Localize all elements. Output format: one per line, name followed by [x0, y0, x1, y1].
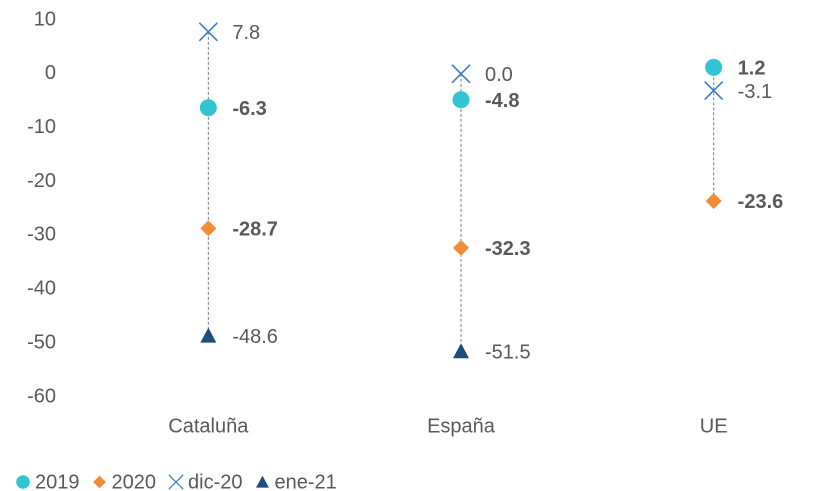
- y-tick-label: -30: [27, 224, 56, 246]
- data-label: -48.6: [232, 326, 278, 348]
- y-tick-label: 0: [45, 62, 56, 84]
- marker-diamond: [453, 239, 469, 256]
- y-tick-label: -50: [27, 331, 56, 353]
- marker-circle: [199, 99, 217, 117]
- x-tick-label: Cataluña: [168, 415, 249, 437]
- data-label: 1.2: [738, 58, 766, 80]
- y-tick-label: -60: [27, 385, 56, 407]
- x-tick-label: UE: [700, 415, 728, 437]
- data-label: 0.0: [485, 64, 513, 86]
- data-label: -51.5: [485, 342, 531, 364]
- legend-marker: [256, 475, 269, 488]
- legend-marker: [93, 475, 106, 489]
- data-label: 7.8: [232, 22, 260, 44]
- y-tick-label: 10: [34, 8, 56, 30]
- marker-triangle: [453, 343, 469, 359]
- data-label: -4.8: [485, 90, 519, 112]
- legend-marker: [168, 474, 184, 490]
- marker-x: [704, 80, 724, 101]
- marker-diamond: [200, 220, 217, 237]
- data-label: -23.6: [738, 191, 784, 213]
- marker-x: [451, 64, 471, 84]
- marker-x: [198, 22, 218, 42]
- data-label: -28.7: [232, 219, 278, 241]
- data-label: -3.1: [738, 81, 772, 103]
- legend-marker: [16, 475, 30, 489]
- legend-label: 2020: [112, 471, 157, 491]
- marker-triangle: [200, 327, 217, 343]
- marker-circle: [705, 58, 723, 76]
- legend-label: 2019: [35, 471, 80, 491]
- marker-circle: [452, 91, 470, 109]
- y-tick-label: -10: [27, 116, 56, 138]
- data-label: -32.3: [485, 238, 531, 260]
- x-tick-label: España: [427, 415, 496, 437]
- marker-diamond: [705, 192, 722, 209]
- legend-label: ene-21: [274, 471, 336, 491]
- y-tick-label: -20: [27, 170, 56, 192]
- legend-label: dic-20: [188, 471, 242, 491]
- y-tick-label: -40: [27, 278, 56, 300]
- data-label: -6.3: [232, 98, 266, 120]
